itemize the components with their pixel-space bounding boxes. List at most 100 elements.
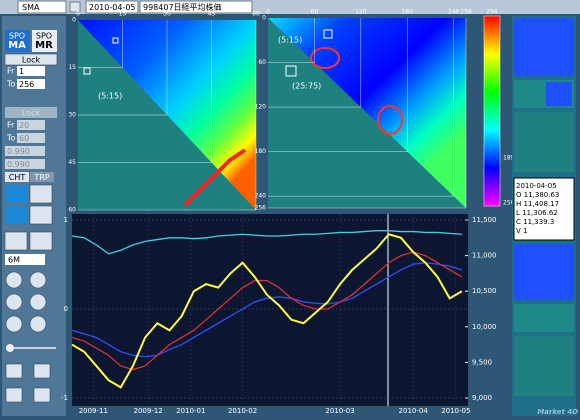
tool-button[interactable] (5, 363, 23, 379)
date-field[interactable] (85, 0, 139, 14)
y-tick-label: 9,000 (472, 394, 492, 402)
tab[interactable] (30, 172, 54, 182)
y-tick-label: 10,000 (472, 323, 497, 331)
nav-button[interactable] (5, 315, 23, 333)
contour (310, 47, 340, 69)
y-tick-label: 9,500 (472, 358, 492, 366)
annotation: (25:75) (292, 82, 321, 91)
indicator: SMA (22, 3, 40, 12)
menu-button[interactable] (69, 1, 81, 13)
series-line (71, 230, 462, 255)
x-tick-label: 180 (401, 9, 413, 16)
y-tick-label: 240 (255, 193, 267, 200)
annotation: (5:15) (278, 36, 302, 45)
x-tick-label: 240 (448, 9, 460, 16)
x-tick-label: 2010-05 (441, 407, 470, 415)
thumbnail[interactable] (514, 304, 574, 332)
y-tick-label: 0 (72, 17, 76, 24)
marker (285, 65, 297, 77)
nav-button[interactable] (29, 315, 47, 333)
x-tick-label: 60 (252, 11, 260, 18)
value: 0.990 (7, 160, 30, 169)
y-tick-label: 10,500 (472, 287, 497, 295)
x-tick-label: 2009-12 (134, 407, 163, 415)
info-line: L 11,306.62 (516, 209, 558, 217)
tool-button[interactable] (29, 184, 53, 204)
y-tick-label: 256 (255, 205, 267, 212)
label: To (6, 80, 16, 89)
thumbnail[interactable] (514, 244, 574, 300)
nav-button[interactable] (29, 293, 47, 311)
lock-button (5, 107, 57, 118)
y-tick-label: 0 (262, 15, 266, 22)
x-tick-label: 2010-04 (399, 407, 429, 415)
marker (323, 29, 333, 39)
nav-button[interactable] (29, 271, 47, 289)
contour (377, 105, 403, 135)
period-select[interactable] (5, 254, 45, 265)
value: 256 (19, 80, 34, 89)
y2-tick-label: 0 (64, 305, 68, 313)
input (17, 133, 45, 143)
tool-button[interactable] (29, 205, 53, 225)
value: 0.990 (7, 147, 30, 156)
indicator-select[interactable] (17, 0, 67, 14)
nav-button[interactable] (5, 293, 23, 311)
tool-button[interactable] (4, 231, 28, 251)
label: SPO (36, 32, 52, 41)
input[interactable] (17, 66, 45, 76)
colorbar (483, 15, 501, 207)
info-lines: O 11,380.63H 11,408.17L 11,306.62C 11,33… (516, 191, 559, 235)
x-tick-label: 0 (76, 11, 80, 18)
heatmap-path (183, 148, 247, 207)
tab[interactable] (5, 172, 29, 182)
info-line: V 1 (516, 227, 527, 235)
x-tick-label: 60 (311, 9, 319, 16)
tool-button[interactable] (5, 387, 23, 403)
annotation: (5:15) (98, 92, 122, 101)
spo-mr-button[interactable] (32, 30, 57, 52)
label: Fr (7, 67, 15, 76)
tool-button[interactable] (33, 363, 51, 379)
tool-button[interactable] (5, 185, 27, 203)
y-tick-label: 45 (68, 159, 76, 166)
spo-ma-button[interactable] (5, 30, 30, 52)
y-tick-label: 60 (258, 59, 266, 66)
input[interactable] (17, 79, 45, 89)
x-tick-label: 0 (266, 9, 270, 16)
thumbnail[interactable] (514, 336, 574, 396)
label: TRP (33, 173, 49, 182)
x-tick-label: 2010-01 (176, 407, 205, 415)
period: 6M (8, 256, 20, 265)
series-line (71, 233, 463, 389)
thumbnail[interactable] (514, 112, 574, 172)
x-tick-label: 256 (460, 9, 472, 16)
thumbnail[interactable] (546, 82, 572, 106)
info-line: O 11,380.63 (516, 191, 559, 199)
label: CHT (9, 173, 26, 182)
value: 60 (19, 134, 29, 143)
thumbnail[interactable] (514, 18, 574, 76)
tool-button[interactable] (33, 387, 51, 403)
lock-button[interactable] (4, 53, 58, 66)
tool-button[interactable] (5, 206, 27, 224)
x-tick-label: 2009-11 (79, 407, 108, 415)
tool-button[interactable] (29, 231, 53, 251)
label: Lock (22, 109, 41, 118)
label: MA (8, 40, 26, 51)
marker (112, 37, 119, 44)
label: Lock (22, 56, 41, 65)
input (5, 146, 45, 156)
y-tick-label: 30 (68, 112, 76, 119)
info-line: H 11,408.17 (516, 200, 559, 208)
symbol-field[interactable] (139, 0, 253, 14)
marker (83, 67, 91, 75)
y-tick-label: 11,000 (472, 252, 497, 260)
label: MR (35, 40, 53, 51)
y-tick-label: 180 (255, 148, 267, 155)
slider-thumb[interactable] (6, 344, 14, 352)
info-date: 2010-04-05 (516, 182, 557, 190)
x-tick-label: 45 (208, 11, 216, 18)
nav-button[interactable] (5, 271, 23, 289)
